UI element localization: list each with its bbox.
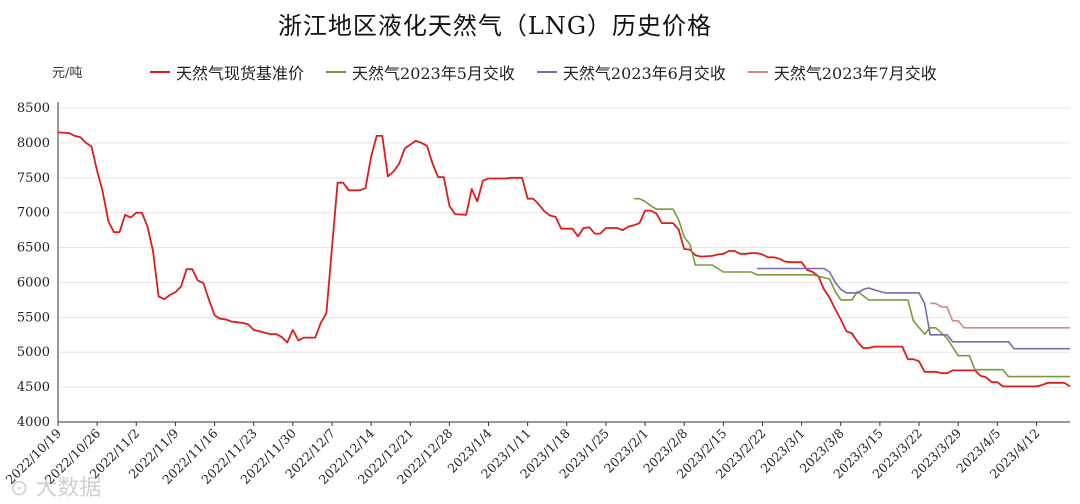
legend-label-july: 天然气2023年7月交收 bbox=[773, 64, 937, 83]
legend: 天然气现货基准价 天然气2023年5月交收 天然气2023年6月交收 天然气20… bbox=[150, 60, 937, 84]
y-tick-label: 7500 bbox=[17, 171, 50, 186]
y-tick-label: 8500 bbox=[17, 101, 50, 116]
series-spot-price-line bbox=[57, 131, 1071, 388]
series-june-delivery-line bbox=[756, 267, 1070, 350]
y-tick-label: 7000 bbox=[17, 206, 50, 221]
legend-label-june: 天然气2023年6月交收 bbox=[562, 64, 726, 83]
series-july-delivery-line bbox=[930, 302, 1070, 329]
y-tick-label: 4000 bbox=[17, 415, 50, 430]
legend-label-may: 天然气2023年5月交收 bbox=[352, 64, 515, 83]
series-lines bbox=[57, 131, 1071, 388]
y-tick-label: 6500 bbox=[17, 241, 50, 256]
legend-swatch-spot bbox=[150, 71, 170, 73]
chart-title: 浙江地区液化天然气（LNG）历史价格 bbox=[277, 12, 713, 40]
y-tick-label: 4500 bbox=[17, 380, 50, 395]
y-axis-unit: 元/吨 bbox=[52, 66, 83, 81]
series-may-delivery-line bbox=[633, 197, 1070, 378]
y-tick-label: 5500 bbox=[17, 310, 50, 325]
legend-swatch-may bbox=[326, 71, 347, 73]
legend-label-spot: 天然气现货基准价 bbox=[176, 64, 305, 83]
legend-item-july[interactable]: 天然气2023年7月交收 bbox=[747, 60, 937, 84]
legend-item-spot[interactable]: 天然气现货基准价 bbox=[150, 60, 304, 84]
legend-item-june[interactable]: 天然气2023年6月交收 bbox=[536, 60, 726, 84]
y-tick-label: 8000 bbox=[17, 136, 50, 151]
legend-item-may[interactable]: 天然气2023年5月交收 bbox=[326, 60, 515, 84]
watermark: ⊙ 大数据 bbox=[10, 476, 102, 501]
y-tick-label: 5000 bbox=[17, 345, 50, 360]
legend-swatch-july bbox=[747, 71, 768, 73]
x-axis: 2022/10/192022/10/262022/11/22022/11/920… bbox=[3, 421, 1070, 487]
y-axis: 4000 4500 5000 5500 6000 6500 7000 7500 8000 8500 bbox=[17, 101, 59, 430]
y-tick-label: 6000 bbox=[17, 275, 50, 290]
legend-swatch-june bbox=[536, 71, 557, 73]
grid bbox=[58, 107, 1070, 423]
